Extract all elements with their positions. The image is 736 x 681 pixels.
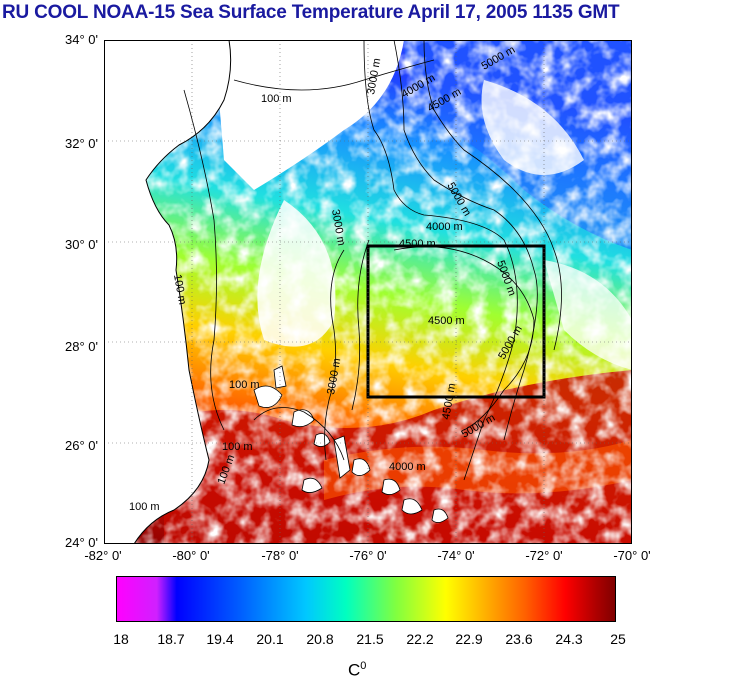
depth-label: 4000 m [426,221,463,233]
lat-tick: 24° 0' [65,535,98,550]
lon-tick: -82° 0' [84,548,122,563]
depth-label: 4500 m [428,315,465,327]
depth-label: 100 m [129,501,160,513]
lon-tick: -70° 0' [613,548,651,563]
lat-tick: 34° 0' [65,32,98,47]
depth-label: 100 m [222,441,253,453]
colorbar-unit-text: C [348,660,361,680]
colorbar-tick: 20.1 [256,631,284,647]
colorbar-tick: 18.7 [157,631,185,647]
bathymetry-contours [183,40,562,481]
colorbar-tick: 22.2 [406,631,434,647]
colorbar-tick: 18 [113,631,129,647]
lon-tick: -74° 0' [437,548,475,563]
colorbar-tick: 25 [610,631,626,647]
depth-label: 4000 m [389,461,426,473]
map-title: RU COOL NOAA-15 Sea Surface Temperature … [2,2,620,23]
depth-label: 4500 m [399,238,436,250]
colorbar-tick: 20.8 [306,631,334,647]
us-land [104,40,232,544]
depth-label: 100 m [229,379,260,391]
lon-tick: -80° 0' [172,548,210,563]
bahamas-islands [253,365,449,523]
colorbar-unit: C0 [348,660,366,681]
colorbar [116,576,616,622]
colorbar-tick: 24.3 [555,631,583,647]
sst-map: 100 m 100 m 100 m 100 m 100 m 100 m 3000… [104,40,632,544]
colorbar-unit-sup: 0 [360,660,367,672]
depth-label: 100 m [171,273,188,305]
lon-tick: -76° 0' [349,548,387,563]
graticule [104,40,632,544]
lat-tick: 28° 0' [65,339,98,354]
colorbar-tick: 23.6 [505,631,533,647]
colorbar-tick: 22.9 [455,631,483,647]
lat-tick: 30° 0' [65,237,98,252]
depth-label: 100 m [261,93,292,105]
lat-tick: 26° 0' [65,438,98,453]
colorbar-gradient [116,576,616,622]
lon-tick: -72° 0' [525,548,563,563]
lon-tick: -78° 0' [261,548,299,563]
colorbar-tick: 19.4 [206,631,234,647]
colorbar-tick: 21.5 [356,631,384,647]
lat-tick: 32° 0' [65,136,98,151]
